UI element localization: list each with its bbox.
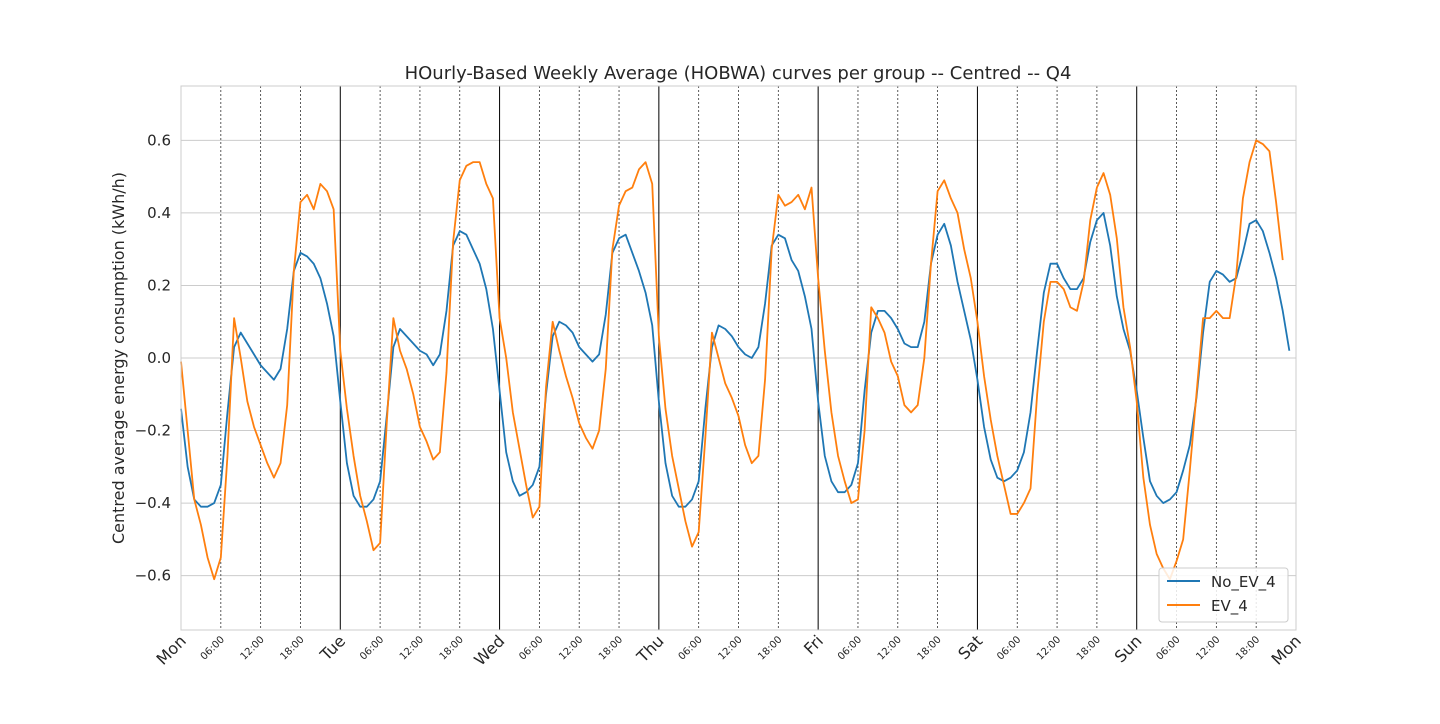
series-line-no-ev-4 <box>180 212 1291 508</box>
legend: No_EV_4 EV_4 <box>1158 567 1289 623</box>
series-line-ev-4 <box>180 139 1284 581</box>
legend-label-no-ev-4: No_EV_4 <box>1211 573 1276 592</box>
chart-title: HOurly-Based Weekly Average (HOBWA) curv… <box>405 63 1072 84</box>
y-tick-label: −0.6 <box>135 567 171 585</box>
y-tick-label: 0.2 <box>147 276 171 294</box>
y-tick-label: 0.6 <box>147 131 171 149</box>
plot-area-frame <box>180 85 1297 631</box>
legend-label-ev-4: EV_4 <box>1211 597 1248 616</box>
y-tick-label: 0.4 <box>147 204 171 222</box>
y-tick-label: 0.0 <box>147 349 171 367</box>
y-tick-label: −0.4 <box>135 494 171 512</box>
y-axis-label: Centred average energy consumption (kWh/… <box>109 172 128 544</box>
y-tick-label: −0.2 <box>135 422 171 440</box>
